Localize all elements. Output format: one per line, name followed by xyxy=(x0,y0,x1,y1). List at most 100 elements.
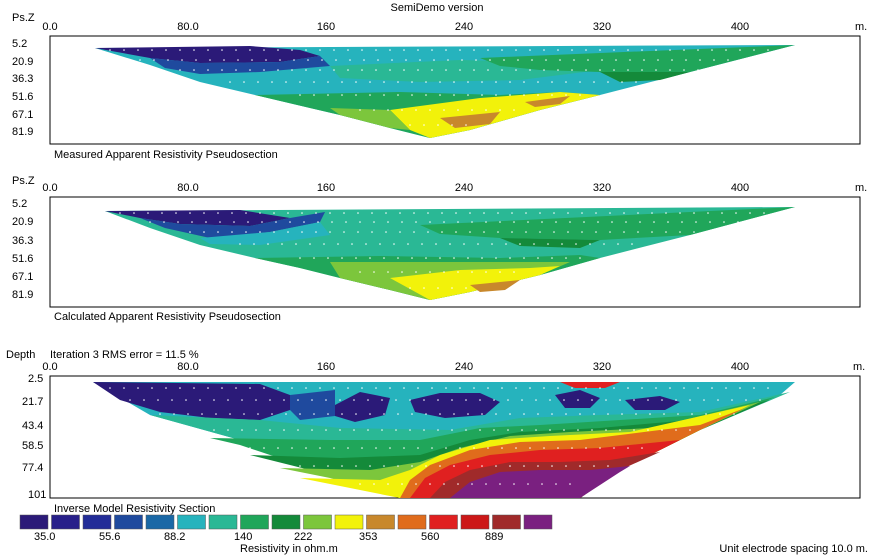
x-tick-label: 0.0 xyxy=(42,361,57,373)
datum-point xyxy=(327,94,329,96)
datum-point xyxy=(239,243,241,245)
x-tick-label: 320 xyxy=(593,21,611,33)
x-tick-label: 0.0 xyxy=(42,21,57,33)
y-tick-label: 67.1 xyxy=(12,271,33,283)
datum-point xyxy=(607,81,609,83)
datum-point xyxy=(381,399,383,401)
datum-point xyxy=(485,109,487,111)
datum-point xyxy=(429,271,431,273)
datum-point xyxy=(579,81,581,83)
color-scale-swatch xyxy=(366,514,395,530)
datum-point xyxy=(635,81,637,83)
datum-point xyxy=(459,69,461,71)
datum-point xyxy=(623,212,625,214)
datum-point xyxy=(607,465,609,467)
datum-point xyxy=(647,429,649,431)
datum-point xyxy=(537,465,539,467)
datum-point xyxy=(333,447,335,449)
datum-point xyxy=(493,429,495,431)
datum-point xyxy=(263,447,265,449)
datum-point xyxy=(665,212,667,214)
measured-zone-88 xyxy=(150,56,330,74)
datum-point xyxy=(411,465,413,467)
datum-point xyxy=(647,399,649,401)
datum-point xyxy=(535,399,537,401)
datum-point xyxy=(439,81,441,83)
datum-point xyxy=(139,59,141,61)
datum-point xyxy=(471,221,473,223)
datum-point xyxy=(717,399,719,401)
datum-point xyxy=(333,69,335,71)
datum-point xyxy=(423,399,425,401)
datum-point xyxy=(593,465,595,467)
datum-point xyxy=(259,231,261,233)
x-tick-label: 400 xyxy=(731,21,749,33)
datum-point xyxy=(667,221,669,223)
datum-point xyxy=(161,212,163,214)
datum-point xyxy=(273,212,275,214)
datum-point xyxy=(445,387,447,389)
datum-point xyxy=(429,483,431,485)
y-tick-label: 2.5 xyxy=(28,373,43,385)
datum-point xyxy=(627,447,629,449)
panel-calculated-depth-axis-label: Ps.Z xyxy=(12,175,35,187)
datum-point xyxy=(521,399,523,401)
datum-point xyxy=(465,287,467,289)
datum-point xyxy=(393,243,395,245)
datum-point xyxy=(401,271,403,273)
datum-point xyxy=(425,81,427,83)
datum-point xyxy=(543,447,545,449)
datum-point xyxy=(425,257,427,259)
datum-point xyxy=(347,69,349,71)
color-scale-swatch xyxy=(397,514,427,530)
datum-point xyxy=(383,465,385,467)
datum-point xyxy=(599,447,601,449)
datum-point xyxy=(255,399,257,401)
datum-point xyxy=(331,221,333,223)
calculated-zone-88 xyxy=(140,212,325,238)
datum-point xyxy=(459,387,461,389)
datum-point xyxy=(369,465,371,467)
datum-point xyxy=(371,212,373,214)
datum-point xyxy=(431,387,433,389)
datum-point xyxy=(425,94,427,96)
datum-point xyxy=(355,94,357,96)
datum-point xyxy=(487,69,489,71)
datum-point xyxy=(279,59,281,61)
datum-point xyxy=(651,231,653,233)
datum-point xyxy=(543,69,545,71)
datum-point xyxy=(711,49,713,51)
measured-zone-222 xyxy=(480,45,795,72)
datum-point xyxy=(445,69,447,71)
datum-point xyxy=(623,231,625,233)
datum-point xyxy=(485,221,487,223)
y-tick-label: 5.2 xyxy=(12,198,27,210)
datum-point xyxy=(303,221,305,223)
electrode-spacing-label: Unit electrode spacing 10.0 m. xyxy=(719,543,868,555)
datum-point xyxy=(359,271,361,273)
datum-point xyxy=(593,413,595,415)
datum-point xyxy=(707,212,709,214)
datum-point xyxy=(319,49,321,51)
datum-point xyxy=(541,483,543,485)
datum-point xyxy=(341,465,343,467)
datum-point xyxy=(337,243,339,245)
datum-point xyxy=(581,231,583,233)
datum-point xyxy=(305,387,307,389)
datum-point xyxy=(509,94,511,96)
datum-point xyxy=(433,59,435,61)
datum-point xyxy=(481,94,483,96)
datum-point xyxy=(559,59,561,61)
datum-point xyxy=(711,387,713,389)
datum-point xyxy=(607,413,609,415)
datum-point xyxy=(351,243,353,245)
datum-point xyxy=(263,69,265,71)
datum-point xyxy=(627,387,629,389)
datum-point xyxy=(471,271,473,273)
datum-point xyxy=(665,231,667,233)
datum-point xyxy=(207,387,209,389)
y-tick-label: 20.9 xyxy=(12,56,33,68)
datum-point xyxy=(579,94,581,96)
color-scale-swatch xyxy=(303,514,332,530)
